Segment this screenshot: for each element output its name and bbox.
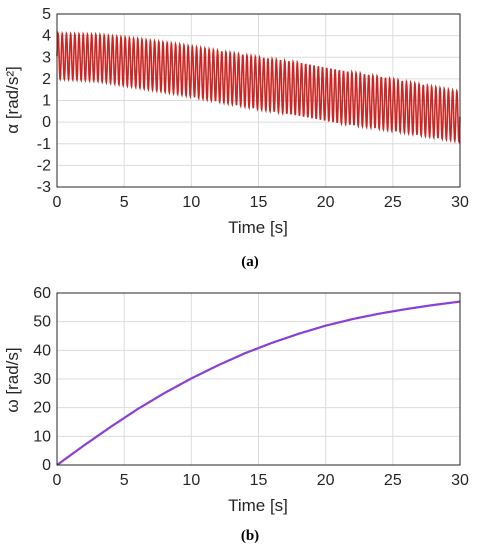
x-axis-label-a: Time [s] (228, 218, 288, 237)
y-tick-label: 5 (42, 6, 51, 23)
y-axis-label-a: α [rad/s²] (3, 66, 22, 133)
panel-b-angular-velocity-chart: 0 5 10 15 20 25 30 0 10 20 30 40 50 60 Time [s] ω [r… (3, 285, 469, 544)
x-tick-label: 5 (120, 472, 129, 489)
y-tick-label: 50 (33, 314, 51, 331)
x-tick-label: 15 (250, 194, 268, 211)
y-tick-label: 40 (33, 342, 51, 359)
x-tick-label: 15 (250, 472, 268, 489)
y-tick-label: 0 (42, 457, 51, 474)
series-b (56, 300, 461, 466)
x-tick-label: 20 (317, 472, 335, 489)
panel-a-acceleration-chart: 0 5 10 15 20 25 30 -3 -2 -1 0 1 2 3 4 5 Time [s] α [ra… (3, 6, 469, 270)
series-line (56, 31, 461, 145)
x-tick-label: 0 (53, 194, 62, 211)
x-axis-label-b: Time [s] (228, 496, 288, 515)
y-tick-label: 3 (42, 49, 51, 66)
caption-a: (a) (241, 254, 259, 270)
x-tick-label: 0 (53, 472, 62, 489)
y-tick-label: 10 (33, 428, 51, 445)
y-tick-labels-b: 0 10 20 30 40 50 60 (33, 285, 51, 474)
x-tick-label: 25 (384, 194, 402, 211)
y-tick-label: 2 (42, 71, 51, 88)
series-line (56, 300, 461, 466)
y-axis-label-b: ω [rad/s] (3, 347, 22, 412)
y-tick-label: 60 (33, 285, 51, 302)
y-tick-label: 1 (42, 93, 51, 110)
axes-box-b (56, 292, 461, 466)
y-tick-label: 20 (33, 400, 51, 417)
x-tick-label: 10 (182, 194, 200, 211)
x-tick-labels-b: 0 5 10 15 20 25 30 (53, 472, 469, 489)
series-a (56, 30, 461, 145)
axes-box-a (56, 13, 461, 188)
x-tick-label: 30 (451, 194, 469, 211)
x-tick-label: 10 (182, 472, 200, 489)
x-tick-label: 30 (451, 472, 469, 489)
y-tick-label: -2 (37, 157, 51, 174)
y-tick-label: 0 (42, 114, 51, 131)
x-tick-labels-a: 0 5 10 15 20 25 30 (53, 194, 469, 211)
x-tick-label: 25 (384, 472, 402, 489)
y-tick-label: 4 (42, 28, 51, 45)
y-tick-label: -3 (37, 179, 51, 196)
y-tick-label: 30 (33, 371, 51, 388)
y-tick-label: -1 (37, 136, 51, 153)
x-tick-label: 5 (120, 194, 129, 211)
x-tick-label: 20 (317, 194, 335, 211)
y-tick-labels-a: -3 -2 -1 0 1 2 3 4 5 (37, 6, 51, 196)
caption-b: (b) (241, 528, 259, 544)
